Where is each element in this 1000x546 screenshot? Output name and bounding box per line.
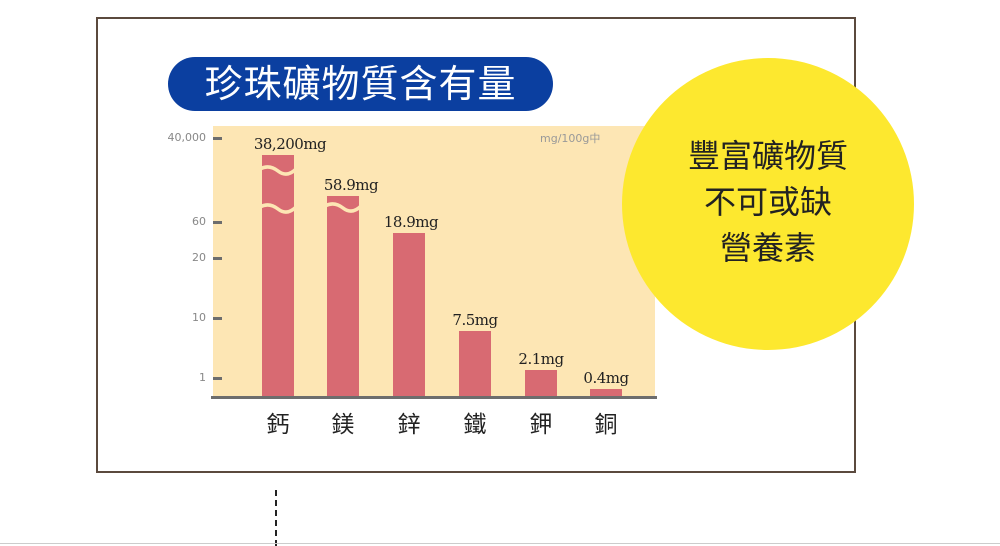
y-tick [213, 221, 222, 224]
chart-title: 珍珠礦物質含有量 [168, 57, 553, 111]
callout-text: 豐富礦物質 不可或缺 營養素 [622, 133, 914, 271]
divider [0, 543, 1000, 544]
y-tick-label: 20 [192, 251, 206, 264]
callout-line: 豐富礦物質 [687, 137, 848, 175]
y-tick-label: 10 [192, 311, 206, 324]
data-label: 18.9mg [383, 213, 439, 231]
y-tick [213, 137, 222, 140]
data-label: 58.9mg [323, 176, 379, 194]
bar [393, 233, 425, 397]
category-label: 鋅 [397, 412, 421, 438]
category-label: 銅 [594, 412, 618, 438]
bar [525, 370, 557, 397]
bar [459, 331, 491, 397]
callout-circle [622, 58, 914, 350]
x-axis [211, 396, 657, 399]
y-tick [213, 377, 222, 380]
dashed-connector [275, 490, 277, 546]
data-label: 7.5mg [452, 311, 498, 329]
category-label: 鐵 [463, 412, 487, 438]
unit-note: mg/100g中 [540, 132, 601, 145]
bar [590, 389, 622, 397]
bar [260, 155, 296, 397]
axis-break-mark [260, 165, 296, 176]
category-label: 鉀 [529, 412, 553, 438]
callout-line: 不可或缺 [703, 183, 832, 221]
category-label: 鎂 [331, 412, 355, 438]
y-tick [213, 317, 222, 320]
data-label: 0.4mg [583, 369, 629, 387]
callout-line: 營養素 [719, 229, 816, 267]
axis-break-mark [325, 202, 361, 213]
axis-break-mark [260, 203, 296, 214]
y-tick-label: 40,000 [167, 131, 207, 144]
bar [325, 196, 361, 397]
data-label: 2.1mg [518, 350, 564, 368]
y-tick [213, 257, 222, 260]
data-label: 38,200mg [253, 135, 327, 153]
y-tick-label: 60 [192, 215, 206, 228]
category-label: 鈣 [266, 412, 290, 438]
y-tick-label: 1 [199, 371, 206, 384]
